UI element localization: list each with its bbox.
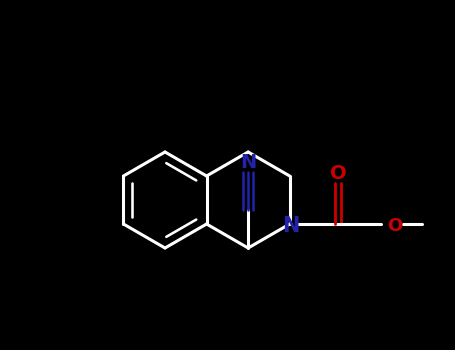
Text: O: O — [387, 217, 403, 235]
Text: O: O — [330, 164, 347, 183]
Text: N: N — [282, 216, 299, 236]
Text: N: N — [240, 153, 256, 172]
